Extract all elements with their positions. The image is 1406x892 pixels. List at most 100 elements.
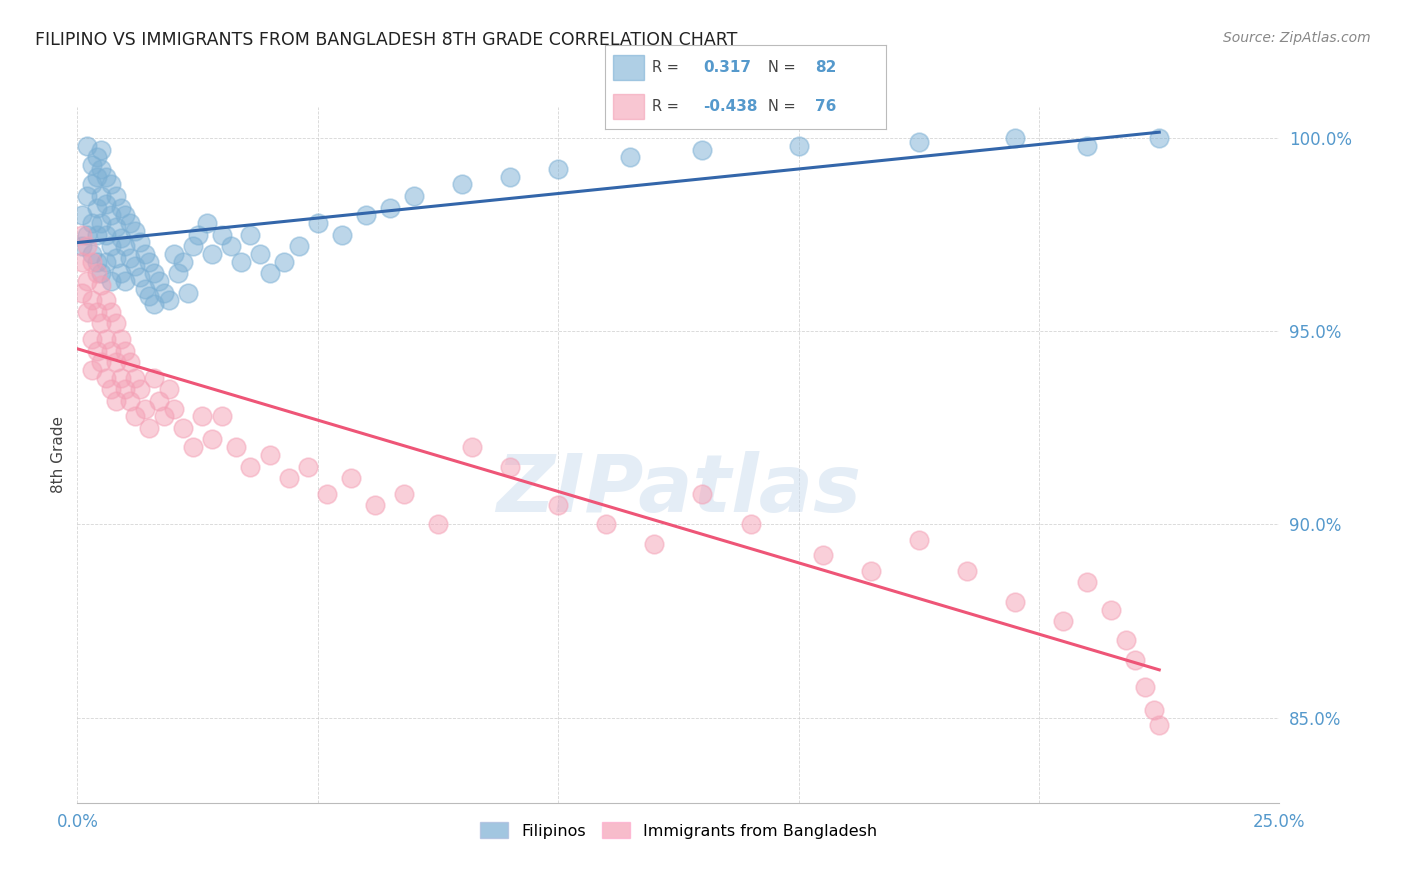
Point (70, 208, 93, 222)
Point (80, 254, 103, 268)
Point (956, 564, 979, 578)
Point (1123, 653, 1146, 667)
Point (124, 370, 146, 384)
Point (307, 216, 329, 230)
Point (96, 332, 118, 346)
Point (330, 227, 353, 242)
Point (859, 564, 882, 578)
Point (114, 208, 136, 222)
Point (1115, 633, 1137, 648)
Point (110, 266, 132, 280)
Point (181, 440, 204, 454)
Point (114, 343, 136, 358)
Point (692, 143, 714, 157)
Point (124, 409, 146, 424)
FancyBboxPatch shape (613, 54, 644, 80)
Point (86, 201, 108, 215)
Point (740, 517, 762, 532)
Point (1143, 703, 1166, 717)
Point (90, 161, 112, 176)
Point (100, 208, 122, 222)
Point (908, 135, 931, 149)
Point (143, 266, 166, 280)
Point (316, 486, 339, 500)
Point (186, 227, 209, 242)
Point (100, 239, 122, 253)
Point (148, 393, 170, 408)
Point (90, 317, 112, 331)
Point (70, 254, 93, 268)
Point (70, 227, 93, 242)
Point (1004, 131, 1026, 145)
Point (90, 216, 112, 230)
Point (138, 421, 160, 435)
Point (100, 305, 122, 319)
Point (378, 201, 401, 215)
Point (86, 227, 108, 242)
Point (120, 251, 142, 265)
Point (124, 259, 146, 273)
Point (172, 254, 194, 268)
Point (80, 332, 103, 346)
Point (1076, 138, 1098, 153)
Point (1076, 575, 1098, 590)
Point (96, 227, 118, 242)
Point (100, 274, 122, 288)
Point (110, 201, 132, 215)
Point (104, 393, 127, 408)
Point (195, 216, 218, 230)
Point (110, 332, 132, 346)
Point (86, 343, 108, 358)
Text: N =: N = (768, 99, 796, 114)
Point (104, 219, 127, 234)
Point (134, 282, 156, 296)
Text: ZIPatlas: ZIPatlas (496, 450, 860, 529)
Point (138, 289, 160, 303)
Point (100, 382, 122, 396)
Point (787, 138, 810, 153)
Point (1004, 595, 1026, 609)
Point (100, 343, 122, 358)
Legend: Filipinos, Immigrants from Bangladesh: Filipinos, Immigrants from Bangladesh (472, 815, 884, 845)
Point (451, 178, 474, 192)
Point (90, 266, 112, 280)
Point (96, 196, 118, 211)
Point (134, 247, 156, 261)
Point (86, 305, 108, 319)
Point (80, 363, 103, 377)
Point (114, 239, 136, 253)
Point (114, 382, 136, 396)
Point (114, 274, 136, 288)
Point (1149, 131, 1171, 145)
Point (177, 285, 200, 300)
Point (297, 459, 319, 474)
Point (143, 297, 166, 311)
Point (547, 498, 569, 512)
Point (86, 266, 108, 280)
Point (167, 266, 190, 280)
Point (90, 277, 112, 292)
Point (1133, 680, 1156, 694)
Text: FILIPINO VS IMMIGRANTS FROM BANGLADESH 8TH GRADE CORRELATION CHART: FILIPINO VS IMMIGRANTS FROM BANGLADESH 8… (35, 31, 738, 49)
Point (364, 498, 387, 512)
Point (354, 208, 377, 222)
Point (273, 254, 295, 268)
Point (96, 293, 118, 308)
Text: 82: 82 (815, 60, 837, 75)
Point (96, 169, 118, 184)
Point (402, 189, 425, 203)
Point (908, 533, 931, 547)
Point (619, 150, 641, 164)
Point (259, 266, 281, 280)
Point (80, 158, 103, 172)
Point (172, 421, 194, 435)
Point (120, 216, 142, 230)
Point (287, 239, 309, 253)
Point (692, 486, 714, 500)
Point (110, 370, 132, 384)
Point (120, 393, 142, 408)
Point (427, 517, 450, 532)
Point (1099, 602, 1122, 616)
Point (138, 254, 160, 268)
Text: N =: N = (768, 60, 796, 75)
